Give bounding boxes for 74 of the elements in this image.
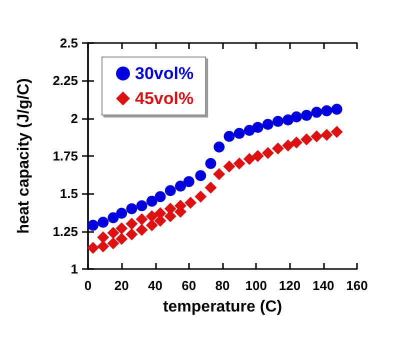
point [262,118,274,130]
point [136,213,148,226]
point [174,180,186,192]
x-tick-label: 140 [312,278,334,293]
point [300,133,313,146]
x-axis-title: temperature (C) [162,298,282,316]
point [233,158,246,170]
point [301,110,312,121]
y-axis-title: heat capacity (J/g/C) [16,78,32,234]
point [272,142,284,154]
y-tick-label: 2.25 [52,73,78,88]
y-tick-label: 1 [70,262,78,276]
point [252,150,264,162]
point [223,160,236,173]
point [290,111,302,122]
point [224,130,235,142]
legend-label: 30vol% [135,64,194,83]
point [243,153,256,166]
x-tick-label: 80 [215,278,230,293]
point [234,128,245,139]
y-tick-label: 1.75 [52,148,78,164]
point [97,231,110,244]
point [311,106,322,118]
point [164,185,176,196]
point [87,242,100,254]
point [204,182,217,194]
x-tick-label: 100 [245,278,267,293]
point [98,216,109,228]
point [214,141,225,152]
point [126,218,138,230]
y-tick-label: 1.5 [60,186,78,202]
point [183,176,194,188]
point [194,190,207,203]
x-tick-label: 120 [278,278,301,293]
point [146,196,158,207]
point [321,105,332,116]
point [116,232,128,245]
x-tick-label: 60 [182,278,196,293]
legend-label: 45vol% [135,89,194,108]
point [331,104,342,115]
point [146,219,158,232]
point [244,124,255,136]
x-tick-label: 20 [114,278,129,293]
point [116,208,128,219]
point [126,203,138,214]
point [282,139,294,152]
point [116,222,128,234]
point [290,136,302,148]
point [320,128,333,141]
point [107,237,120,250]
point [213,168,226,180]
point [136,224,148,236]
point [126,228,138,240]
point [205,158,216,170]
x-tick-label: 160 [346,278,368,293]
point [195,170,206,182]
x-tick-label: 40 [148,278,162,293]
y-tick-label: 2 [70,110,78,126]
point [146,210,158,222]
point [154,191,166,202]
point [97,240,110,252]
x-tick-label: 0 [84,278,92,293]
point [136,200,148,212]
point [262,146,274,159]
point [252,122,264,133]
point [330,126,343,138]
point [184,196,197,209]
point [310,130,323,142]
point [107,226,120,239]
point [108,212,119,224]
point [282,114,294,126]
point [272,116,284,127]
y-tick-label: 2.5 [60,36,78,50]
y-tick-label: 1.25 [52,224,78,239]
